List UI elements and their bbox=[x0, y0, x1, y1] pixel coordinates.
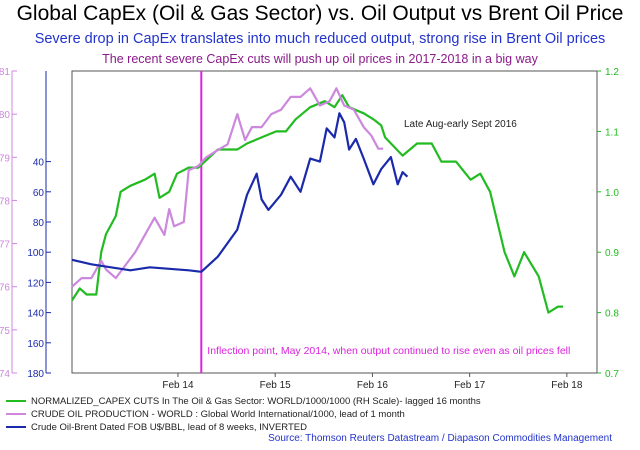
capex-axis-label: 1.0 bbox=[605, 188, 619, 199]
legend-item-capex: NORMALIZED_CAPEX CUTS In The Oil & Gas S… bbox=[6, 396, 481, 407]
brent-axis-label: 100 bbox=[27, 248, 44, 259]
annotation-inflection: Inflection point, May 2014, when output … bbox=[207, 345, 570, 357]
brent-axis-label: 80 bbox=[33, 218, 45, 229]
brent-axis-label: 60 bbox=[33, 188, 45, 199]
legend-label-capex: NORMALIZED_CAPEX CUTS In The Oil & Gas S… bbox=[31, 396, 481, 407]
production-axis-label: 74 bbox=[0, 369, 10, 380]
production-series-line bbox=[71, 87, 384, 288]
brent-axis-label: 140 bbox=[27, 309, 44, 320]
legend-label-production: CRUDE OIL PRODUCTION - WORLD : Global Wo… bbox=[31, 409, 405, 420]
legend-item-production: CRUDE OIL PRODUCTION - WORLD : Global Wo… bbox=[6, 409, 405, 420]
brent-axis-label: 120 bbox=[27, 278, 44, 289]
capex-axis-label: 1.2 bbox=[605, 67, 619, 78]
x-tick-label: Feb 17 bbox=[454, 380, 486, 391]
brent-axis-label: 40 bbox=[33, 158, 45, 169]
chart-title: Global CapEx (Oil & Gas Sector) vs. Oil … bbox=[16, 2, 624, 25]
production-axis-label: 76 bbox=[0, 283, 10, 294]
legend-label-brent: Crude Oil-Brent Dated FOB U$/BBL, lead o… bbox=[31, 422, 307, 433]
production-axis-label: 80 bbox=[0, 110, 10, 121]
production-axis-label: 75 bbox=[0, 326, 10, 337]
production-axis-label: 78 bbox=[0, 196, 10, 207]
capex-axis-label: 1.1 bbox=[605, 127, 619, 138]
production-axis-label: 81 bbox=[0, 67, 10, 78]
annotation-late-aug: Late Aug-early Sept 2016 bbox=[404, 119, 517, 130]
x-tick-label: Feb 18 bbox=[551, 380, 583, 391]
x-tick-label: Feb 16 bbox=[357, 380, 389, 391]
x-tick-label: Feb 14 bbox=[162, 380, 194, 391]
chart-subtitle: Severe drop in CapEx translates into muc… bbox=[34, 31, 606, 47]
capex-series-line bbox=[71, 94, 563, 314]
capex-axis-label: 0.8 bbox=[605, 309, 619, 320]
brent-axis-label: 160 bbox=[27, 339, 44, 350]
plot-frame bbox=[71, 70, 598, 374]
brent-series-line bbox=[71, 112, 409, 273]
legend-item-brent: Crude Oil-Brent Dated FOB U$/BBL, lead o… bbox=[6, 422, 307, 433]
brent-axis-label: 180 bbox=[27, 369, 44, 380]
capex-axis-label: 0.7 bbox=[605, 369, 619, 380]
chart-subtitle-secondary: The recent severe CapEx cuts will push u… bbox=[102, 52, 538, 66]
production-axis-label: 77 bbox=[0, 240, 10, 251]
source-note: Source: Thomson Reuters Datastream / Dia… bbox=[268, 433, 612, 444]
x-tick-label: Feb 15 bbox=[260, 380, 292, 391]
production-axis-label: 79 bbox=[0, 153, 10, 164]
capex-axis-label: 0.9 bbox=[605, 248, 619, 259]
